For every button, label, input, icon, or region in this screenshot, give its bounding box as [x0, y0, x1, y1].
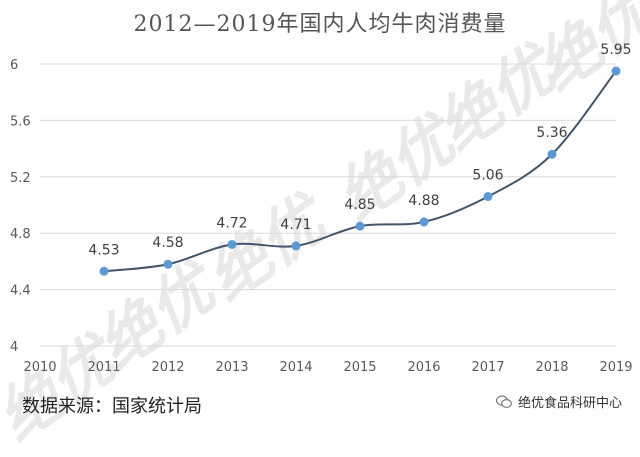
data-label: 5.95	[600, 42, 631, 58]
x-tick-label: 2019	[599, 360, 632, 375]
y-tick-label: 4.8	[10, 227, 31, 242]
grid-lines	[40, 63, 616, 347]
x-tick-label: 2010	[23, 360, 56, 375]
y-tick-label: 4	[10, 340, 18, 355]
data-label: 5.36	[536, 125, 567, 141]
data-labels: 4.53 4.58 4.72 4.71 4.85 4.88 5.06 5.36 5.95	[88, 42, 631, 258]
data-label: 4.53	[88, 242, 119, 258]
x-tick-label: 2012	[151, 360, 184, 375]
wechat-icon	[496, 394, 512, 408]
x-tick-label: 2016	[407, 360, 440, 375]
data-point	[227, 239, 237, 249]
x-tick-label: 2014	[279, 360, 312, 375]
brand-mark: 绝优食品科研中心	[496, 392, 622, 411]
data-points	[99, 66, 621, 276]
x-tick-label: 2017	[471, 360, 504, 375]
y-tick-label: 5.6	[10, 114, 31, 129]
data-point	[99, 266, 109, 276]
x-tick-label: 2011	[87, 360, 120, 375]
axis-labels: 4 4.4 4.8 5.2 5.6 6 2010 2011 2012 2013 2014 2015 20…	[10, 58, 633, 375]
x-tick-label: 2013	[215, 360, 248, 375]
data-label: 4.85	[344, 197, 375, 213]
y-tick-label: 6	[10, 58, 18, 73]
y-tick-label: 5.2	[10, 171, 31, 186]
data-label: 4.58	[152, 235, 183, 251]
data-label: 4.88	[408, 193, 439, 209]
data-label: 4.71	[280, 217, 311, 233]
chart-title: 2012—2019年国内人均牛肉消费量	[133, 12, 507, 37]
data-point	[163, 259, 173, 269]
data-label: 4.72	[216, 215, 247, 231]
data-point	[611, 66, 621, 76]
data-point	[547, 149, 557, 159]
data-point	[291, 241, 301, 251]
line-chart: 4 4.4 4.8 5.2 5.6 6 2010 2011 2012 2013 2014 2015 20…	[10, 42, 633, 375]
data-label: 5.06	[472, 168, 503, 184]
x-tick-label: 2015	[343, 360, 376, 375]
y-tick-label: 4.4	[10, 284, 31, 299]
source-note: 数据来源：国家统计局	[22, 396, 202, 417]
data-point	[419, 217, 429, 227]
data-point	[355, 221, 365, 231]
data-point	[483, 192, 493, 202]
x-tick-label: 2018	[535, 360, 568, 375]
brand-name: 绝优食品科研中心	[518, 396, 623, 411]
